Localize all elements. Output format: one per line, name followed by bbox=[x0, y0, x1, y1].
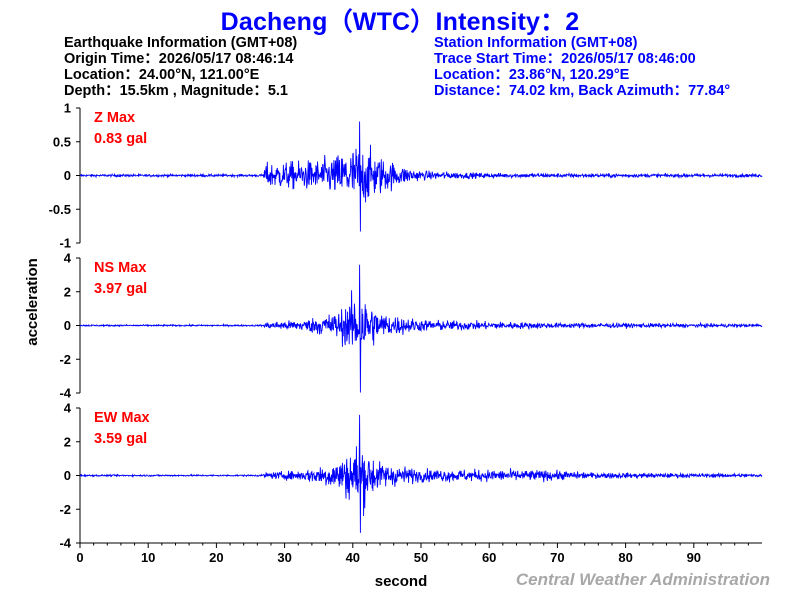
y-tick-label: -0.5 bbox=[49, 202, 71, 217]
y-tick-label: 0 bbox=[64, 318, 71, 333]
y-tick-label: -2 bbox=[59, 352, 71, 367]
x-tick-label: 60 bbox=[482, 550, 496, 565]
trace-start-time: Trace Start Time：2026/05/17 08:46:00 bbox=[434, 51, 696, 67]
x-tick-label: 80 bbox=[618, 550, 632, 565]
y-tick-label: -4 bbox=[59, 536, 71, 551]
earthquake-info-header: Earthquake Information (GMT+08) bbox=[64, 35, 298, 51]
x-tick-label: 20 bbox=[209, 550, 223, 565]
y-tick-label: 1 bbox=[64, 101, 71, 116]
max-value-z: 0.83 gal bbox=[94, 131, 147, 147]
depth-magnitude: Depth：15.5km , Magnitude：5.1 bbox=[64, 83, 288, 99]
y-tick-label: -2 bbox=[59, 502, 71, 517]
distance-azimuth: Distance：74.02 km, Back Azimuth：77.84° bbox=[434, 83, 731, 99]
panel-ew: 4 2 0 -2 -4 EW Max 3.59 gal bbox=[59, 401, 763, 551]
panel-ns: 4 2 0 -2 -4 NS Max 3.97 gal bbox=[59, 251, 763, 401]
y-tick-label: 2 bbox=[64, 284, 71, 299]
station-info: Station Information (GMT+08) Trace Start… bbox=[434, 35, 730, 99]
x-tick-label: 50 bbox=[414, 550, 428, 565]
x-tick-label: 40 bbox=[346, 550, 360, 565]
x-tick-label: 10 bbox=[141, 550, 155, 565]
max-value-ew: 3.59 gal bbox=[94, 431, 147, 447]
max-value-ns: 3.97 gal bbox=[94, 281, 147, 297]
max-label-z: Z Max bbox=[94, 110, 135, 126]
station-location: Location：23.86°N, 120.29°E bbox=[434, 67, 630, 83]
y-tick-label: 4 bbox=[64, 401, 72, 416]
waveform-ns bbox=[79, 264, 763, 393]
waveform-z bbox=[79, 121, 763, 232]
x-tick-label: 30 bbox=[277, 550, 291, 565]
x-tick-label: 90 bbox=[687, 550, 701, 565]
y-tick-label: 4 bbox=[64, 251, 72, 266]
origin-time: Origin Time：2026/05/17 08:46:14 bbox=[64, 51, 294, 67]
y-tick-label: 2 bbox=[64, 434, 71, 449]
epicenter-location: Location：24.00°N, 121.00°E bbox=[64, 67, 260, 83]
station-info-header: Station Information (GMT+08) bbox=[434, 35, 638, 51]
x-axis-title: second bbox=[375, 573, 428, 590]
earthquake-info: Earthquake Information (GMT+08) Origin T… bbox=[64, 35, 297, 99]
y-axis-title: acceleration bbox=[24, 258, 41, 346]
x-tick-label: 70 bbox=[550, 550, 564, 565]
y-tick-label: 0 bbox=[64, 168, 71, 183]
max-label-ew: EW Max bbox=[94, 410, 150, 426]
chart-title: Dacheng（WTC）Intensity：2 bbox=[220, 8, 580, 36]
y-tick-label: 0.5 bbox=[53, 134, 71, 149]
waveform-ew bbox=[79, 414, 763, 533]
y-tick-label: -4 bbox=[59, 386, 71, 401]
x-tick-label: 0 bbox=[76, 550, 83, 565]
y-tick-label: 0 bbox=[64, 468, 71, 483]
footer-credit: Central Weather Administration bbox=[515, 570, 770, 589]
y-tick-label: -1 bbox=[59, 236, 71, 251]
max-label-ns: NS Max bbox=[94, 260, 146, 276]
panel-z: 1 0.5 0 -0.5 -1 Z Max 0.83 gal bbox=[49, 101, 763, 251]
